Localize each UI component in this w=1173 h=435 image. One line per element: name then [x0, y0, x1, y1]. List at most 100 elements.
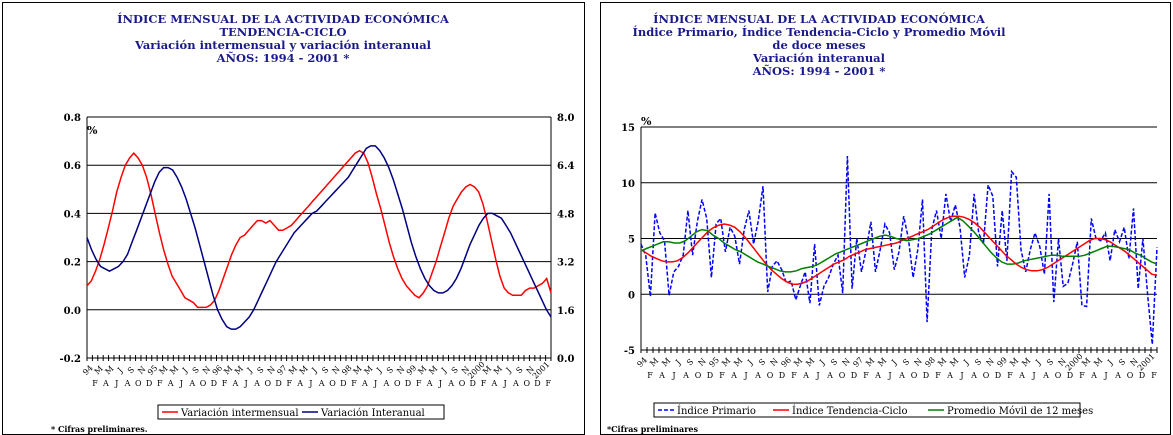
x-tick-label-top: M — [732, 356, 744, 368]
x-tick-label-bottom: F — [1079, 371, 1085, 380]
x-tick-label-top: S — [685, 357, 695, 367]
x-tick-label-top: S — [973, 357, 983, 367]
x-tick-label-bottom: J — [743, 371, 747, 380]
series-line — [86, 149, 552, 309]
x-tick-label-bottom: O — [839, 371, 846, 380]
x-tick-label-bottom: A — [1114, 371, 1121, 380]
x-tick-label-bottom: A — [296, 379, 303, 388]
x-tick-label-bottom: O — [264, 379, 271, 388]
x-tick-label-top: 95 — [707, 355, 721, 369]
x-tick-label-bottom: F — [351, 379, 357, 388]
x-tick-label-bottom: O — [911, 371, 918, 380]
x-tick-label-top: N — [395, 365, 406, 376]
x-tick-label-bottom: A — [658, 371, 665, 380]
x-tick-label-top: J — [817, 358, 826, 367]
x-tick-label-bottom: A — [318, 379, 325, 388]
x-tick-label-bottom: A — [167, 379, 174, 388]
y-tick-label: 0.6 — [64, 161, 81, 172]
x-tick-label-bottom: O — [523, 379, 530, 388]
x-tick-label-top: M — [298, 364, 310, 376]
y-tick-label: 0.4 — [64, 209, 81, 220]
x-tick-label-bottom: D — [1067, 371, 1073, 380]
x-tick-label-top: N — [985, 357, 996, 368]
x-tick-label-top: S — [901, 357, 911, 367]
x-tick-label-bottom: A — [512, 379, 519, 388]
x-tick-label-bottom: A — [826, 371, 833, 380]
x-tick-label-bottom: D — [275, 379, 281, 388]
y-tick-label: -0.2 — [59, 354, 81, 365]
right-title-line: de doce meses — [772, 38, 866, 52]
x-tick-label-bottom: D — [470, 379, 476, 388]
x-tick-label-top: M — [936, 356, 948, 368]
x-tick-label-top: N — [1129, 357, 1140, 368]
x-tick-label-top: M — [948, 356, 960, 368]
x-tick-label-top: J — [961, 358, 970, 367]
x-tick-label-top: 94 — [635, 355, 649, 369]
x-tick-label-bottom: O — [135, 379, 142, 388]
x-tick-label-bottom: A — [970, 371, 977, 380]
x-tick-label-top: N — [136, 365, 147, 376]
x-tick-label-top: N — [913, 357, 924, 368]
y-right-tick-label: 6.4 — [557, 161, 574, 172]
x-tick-label-bottom: J — [373, 379, 377, 388]
right-chart-panel: ÍNDICE MENSUAL DE LA ACTIVIDAD ECONÓMICA… — [600, 2, 1171, 435]
left-unit-label: % — [87, 124, 98, 137]
x-tick-label-bottom: A — [102, 379, 109, 388]
left-chart-svg: % 0.80.60.40.20.0-0.28.06.44.83.21.60.09… — [59, 113, 574, 420]
legend-label: Variación intermensual — [180, 408, 299, 419]
x-tick-label-top: M — [492, 364, 504, 376]
x-tick-label-bottom: A — [490, 379, 497, 388]
left-title-line: TENDENCIA-CICLO — [219, 25, 347, 39]
x-tick-label-bottom: D — [405, 379, 411, 388]
x-tick-label-bottom: D — [146, 379, 152, 388]
x-tick-label-bottom: A — [946, 371, 953, 380]
x-tick-label-bottom: A — [361, 379, 368, 388]
x-tick-label-bottom: J — [1031, 371, 1035, 380]
x-tick-label-bottom: A — [682, 371, 689, 380]
x-tick-label-bottom: A — [231, 379, 238, 388]
x-tick-label-bottom: F — [1151, 371, 1157, 380]
y-right-tick-label: 4.8 — [557, 209, 574, 220]
x-tick-label-top: N — [697, 357, 708, 368]
x-tick-label-bottom: O — [695, 371, 702, 380]
x-tick-label-bottom: D — [995, 371, 1001, 380]
x-tick-label-bottom: O — [329, 379, 336, 388]
x-tick-label-top: M — [648, 356, 660, 368]
x-tick-label-top: M — [864, 356, 876, 368]
x-tick-label-bottom: F — [935, 371, 941, 380]
right-title-line: Índice Primario, Índice Tendencia-Ciclo … — [632, 25, 1006, 39]
x-tick-label-bottom: F — [863, 371, 869, 380]
x-tick-label-bottom: A — [1018, 371, 1025, 380]
x-tick-label-bottom: A — [802, 371, 809, 380]
x-tick-label-bottom: A — [253, 379, 260, 388]
x-tick-label-top: S — [829, 357, 839, 367]
x-tick-label-bottom: F — [791, 371, 797, 380]
y-tick-label: 0.8 — [64, 113, 81, 124]
x-tick-label-top: M — [103, 364, 115, 376]
x-tick-label-bottom: O — [767, 371, 774, 380]
x-tick-label-top: N — [769, 357, 780, 368]
x-tick-label-bottom: A — [188, 379, 195, 388]
x-tick-label-bottom: O — [394, 379, 401, 388]
x-tick-label-bottom: A — [1042, 371, 1049, 380]
left-footnote: * Cifras preliminares. — [51, 424, 148, 434]
x-tick-label-top: M — [720, 356, 732, 368]
x-tick-label-top: M — [1008, 356, 1020, 368]
x-tick-label-top: N — [330, 365, 341, 376]
legend-box — [653, 402, 1081, 418]
x-tick-label-top: J — [310, 366, 319, 375]
x-tick-label-top: N — [841, 357, 852, 368]
x-tick-label-top: J — [889, 358, 898, 367]
left-title-line: Variación intermensual y variación inter… — [134, 38, 432, 52]
x-tick-label-top: M — [1020, 356, 1032, 368]
x-tick-label-bottom: O — [200, 379, 207, 388]
y-tick-label: 10 — [621, 179, 635, 190]
x-tick-label-bottom: F — [481, 379, 487, 388]
x-tick-label-bottom: J — [671, 371, 675, 380]
x-tick-label-bottom: O — [1055, 371, 1062, 380]
x-tick-label-bottom: A — [124, 379, 131, 388]
left-title-line: AÑOS: 1994 - 2001 * — [216, 51, 350, 65]
left-chart-panel: ÍNDICE MENSUAL DE LA ACTIVIDAD ECONÓMICA… — [2, 2, 585, 435]
x-tick-label-bottom: F — [92, 379, 98, 388]
x-tick-label-top: S — [191, 365, 201, 375]
